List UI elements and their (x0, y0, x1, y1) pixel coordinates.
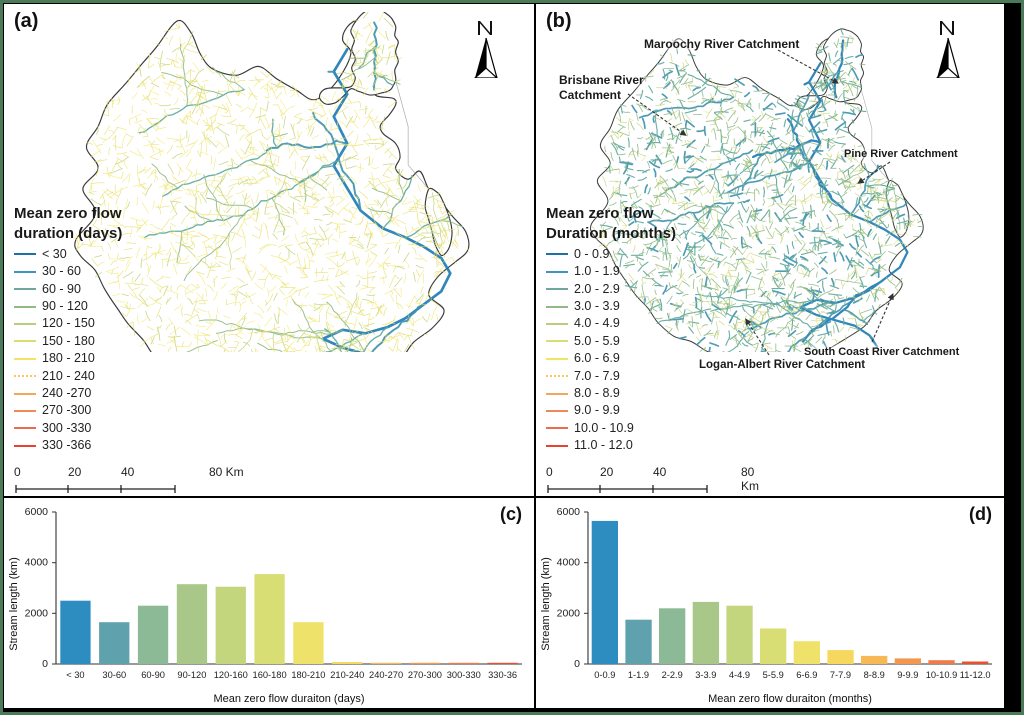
svg-text:9-9.9: 9-9.9 (897, 670, 918, 680)
svg-text:300-330: 300-330 (447, 670, 481, 680)
svg-text:0: 0 (42, 658, 48, 670)
svg-text:0: 0 (574, 658, 580, 670)
svg-text:6-6.9: 6-6.9 (796, 670, 817, 680)
svg-text:330-36: 330-36 (488, 670, 517, 680)
svg-text:4-4.9: 4-4.9 (729, 670, 750, 680)
svg-text:10-10.9: 10-10.9 (926, 670, 958, 680)
svg-text:2000: 2000 (25, 607, 49, 619)
svg-text:7-7.9: 7-7.9 (830, 670, 851, 680)
svg-text:4000: 4000 (25, 557, 49, 569)
svg-text:1-1.9: 1-1.9 (628, 670, 649, 680)
svg-text:Mean zero flow duraiton (days): Mean zero flow duraiton (days) (213, 693, 364, 705)
svg-text:160-180: 160-180 (253, 670, 287, 680)
svg-text:3-3.9: 3-3.9 (695, 670, 716, 680)
svg-text:90-120: 90-120 (177, 670, 206, 680)
svg-text:6000: 6000 (25, 506, 49, 518)
svg-text:11-12.0: 11-12.0 (960, 670, 991, 680)
svg-text:Mean zero flow duraiton (month: Mean zero flow duraiton (months) (708, 693, 872, 705)
svg-text:120-160: 120-160 (214, 670, 248, 680)
svg-text:4000: 4000 (557, 557, 581, 569)
svg-text:60-90: 60-90 (141, 670, 165, 680)
svg-text:180-210: 180-210 (291, 670, 325, 680)
svg-text:8-8.9: 8-8.9 (864, 670, 885, 680)
svg-text:270-300: 270-300 (408, 670, 442, 680)
svg-text:210-240: 210-240 (330, 670, 364, 680)
svg-text:2000: 2000 (557, 607, 581, 619)
svg-text:240-270: 240-270 (369, 670, 403, 680)
svg-text:0-0.9: 0-0.9 (594, 670, 615, 680)
svg-text:30-60: 30-60 (102, 670, 126, 680)
svg-text:< 30: < 30 (66, 670, 84, 680)
svg-text:6000: 6000 (557, 506, 581, 518)
svg-text:2-2.9: 2-2.9 (662, 670, 683, 680)
svg-text:5-5.9: 5-5.9 (763, 670, 784, 680)
